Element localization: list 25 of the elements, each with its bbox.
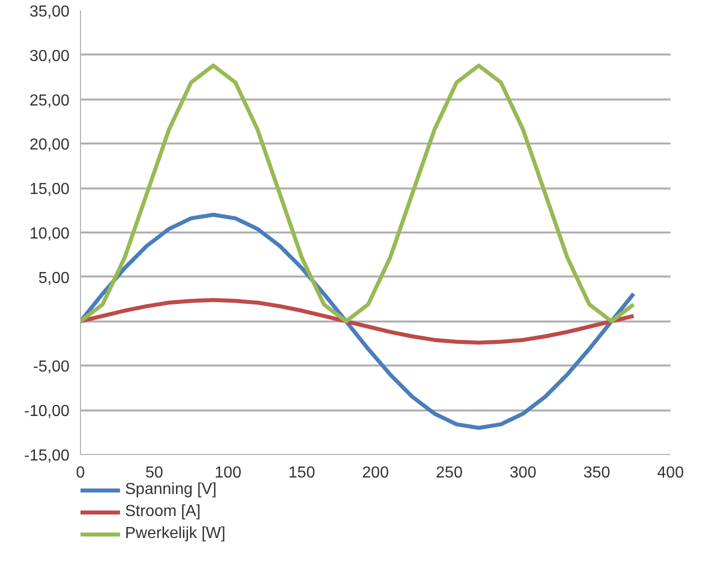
x-tick-label: 300 <box>510 464 536 482</box>
y-tick-label: -15,00 <box>24 448 70 464</box>
legend-label: Pwerkelijk [W] <box>125 525 226 543</box>
y-tick-label: 5,00 <box>38 270 70 287</box>
x-tick-label: 250 <box>436 464 463 482</box>
y-tick-label: 15,00 <box>29 181 70 198</box>
x-tick-label: 350 <box>583 464 610 482</box>
y-tick-label: 25,00 <box>29 92 70 110</box>
x-tick-label: 200 <box>362 464 389 482</box>
y-tick-label: 30,00 <box>29 48 70 65</box>
x-tick-label: 50 <box>145 464 164 482</box>
y-tick-label: -10,00 <box>24 403 70 420</box>
x-tick-label: 150 <box>288 464 316 482</box>
x-tick-label: 0 <box>76 464 86 482</box>
x-tick-label: 400 <box>657 464 684 482</box>
legend-label: Stroom [A] <box>125 503 201 521</box>
line-series <box>80 298 636 345</box>
x-tick-label: 100 <box>214 464 242 482</box>
legend-label: Spanning [V] <box>125 481 217 499</box>
y-tick-label: -5,00 <box>33 358 70 376</box>
line-series <box>80 64 636 324</box>
y-tick-label: 20,00 <box>29 136 70 154</box>
line-series <box>80 212 636 430</box>
y-tick-label: 10,00 <box>29 226 70 242</box>
y-tick-label: 35,00 <box>29 4 70 20</box>
